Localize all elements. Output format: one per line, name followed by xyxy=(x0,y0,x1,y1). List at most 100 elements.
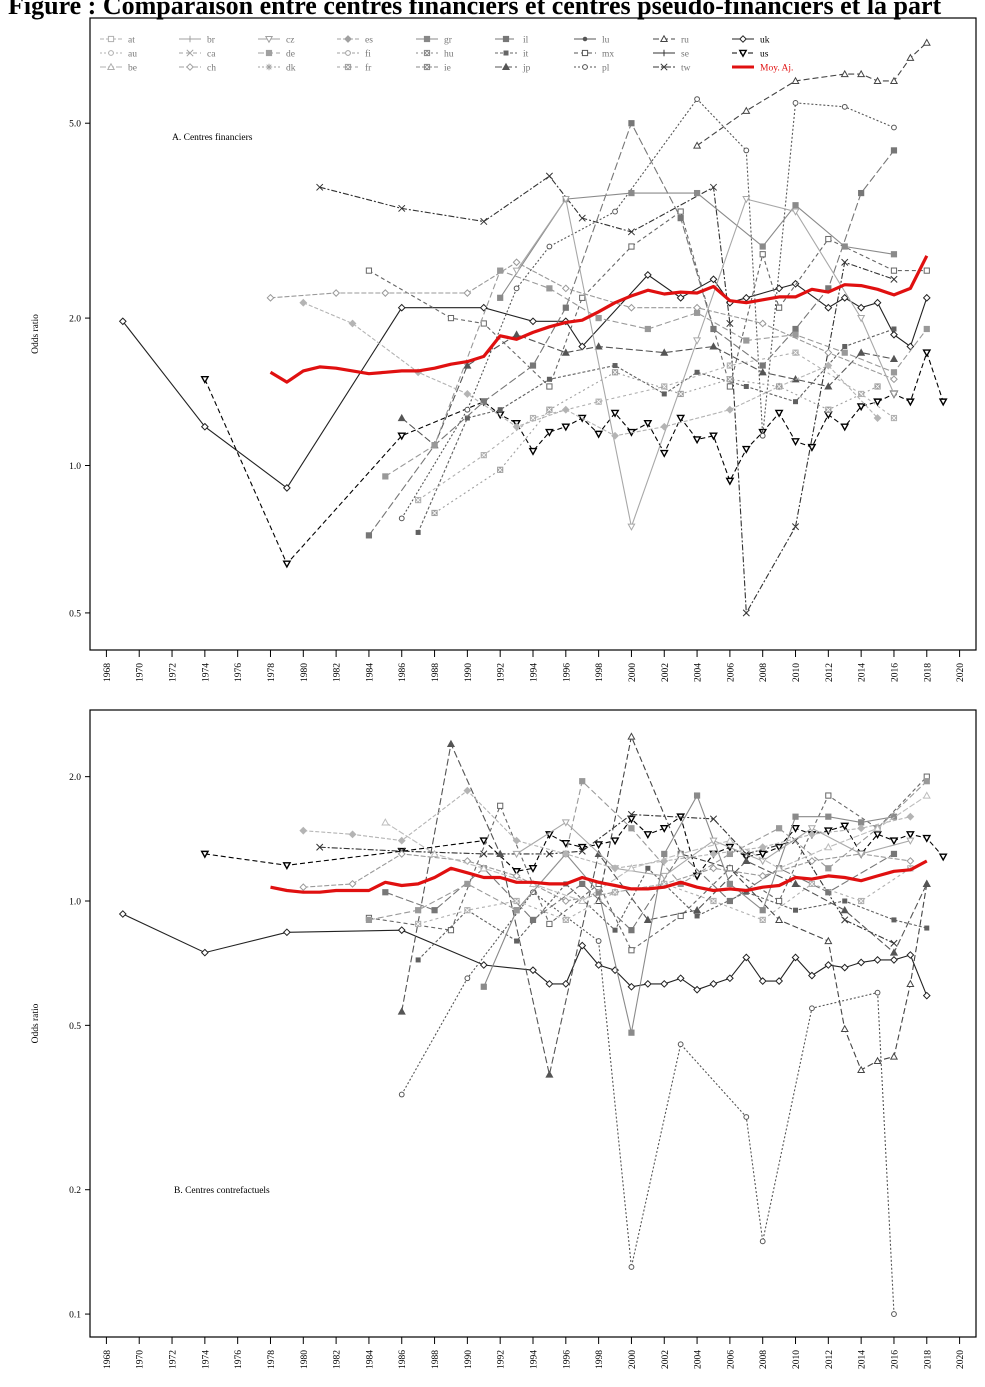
panel-label: A. Centres financiers xyxy=(172,132,253,143)
data-point-ru xyxy=(906,979,915,987)
legend-marker-hu xyxy=(423,49,431,57)
data-point-gr xyxy=(825,813,832,820)
data-point-jp xyxy=(397,1007,406,1015)
data-point-fr xyxy=(808,880,816,888)
data-point-fr xyxy=(464,907,471,914)
data-point-de xyxy=(923,778,930,785)
legend-label-us: us xyxy=(760,50,769,60)
data-point-il xyxy=(710,325,717,333)
data-point-ru xyxy=(742,106,751,114)
x-tick-label: 1976 xyxy=(234,663,244,682)
x-tick-label: 1996 xyxy=(562,1350,572,1369)
data-point-tw xyxy=(316,183,324,191)
legend-item-au: au xyxy=(100,50,137,60)
data-point-it xyxy=(924,925,930,931)
data-point-ch xyxy=(627,303,636,312)
x-tick-label: 1974 xyxy=(201,1350,211,1369)
series-tw xyxy=(316,172,898,617)
data-point-us xyxy=(512,868,521,876)
legend-item-ru: ru xyxy=(653,34,689,46)
data-point-ch xyxy=(463,289,472,297)
data-point-ch xyxy=(463,857,472,865)
data-point-us xyxy=(791,438,800,447)
series-es xyxy=(299,786,915,873)
data-point-uk xyxy=(824,303,833,312)
series-it xyxy=(415,326,897,535)
legend-marker-gr xyxy=(423,35,431,43)
data-point-uk xyxy=(742,953,751,962)
series-ru xyxy=(693,38,931,149)
data-point-de xyxy=(776,825,783,832)
legend-label-it: it xyxy=(523,50,529,60)
data-point-us xyxy=(725,477,735,486)
legend-item-fr: fr xyxy=(337,63,372,74)
series-line-pl xyxy=(401,98,895,519)
series-uk xyxy=(118,910,931,1000)
data-point-cz xyxy=(693,337,702,345)
data-point-fr xyxy=(890,414,898,422)
x-tick-label: 2000 xyxy=(628,663,638,682)
data-point-il xyxy=(529,362,537,369)
legend-marker-se xyxy=(660,49,668,57)
data-point-uk xyxy=(660,979,669,988)
legend-item-ie: ie xyxy=(416,64,451,74)
data-point-es xyxy=(725,405,734,414)
data-point-it xyxy=(694,369,700,375)
x-tick-label: 2012 xyxy=(825,1350,835,1369)
data-point-it xyxy=(546,376,552,382)
data-point-uk xyxy=(479,303,488,312)
data-point-pl xyxy=(464,406,471,413)
series-ch xyxy=(266,258,898,384)
data-point-us xyxy=(397,432,407,441)
data-point-uk xyxy=(118,317,127,326)
data-point-fr xyxy=(562,916,569,924)
data-point-tw xyxy=(627,810,635,819)
data-point-es xyxy=(512,422,521,431)
data-point-cz xyxy=(512,267,521,275)
data-point-it xyxy=(661,391,667,397)
data-point-us xyxy=(610,837,620,846)
data-point-jp xyxy=(840,905,849,914)
series-line-ru xyxy=(696,42,928,147)
legend-label-de: de xyxy=(286,50,295,60)
legend-marker-at xyxy=(107,35,115,43)
data-point-jp xyxy=(742,856,751,865)
legend-item-se: se xyxy=(653,50,689,60)
series-jp xyxy=(397,330,899,449)
legend-marker-ie xyxy=(423,63,431,71)
data-point-il xyxy=(792,325,799,333)
data-point-it xyxy=(891,917,897,923)
data-point-pl xyxy=(874,989,881,996)
series-line-pl xyxy=(401,891,895,1315)
data-point-mx xyxy=(447,927,455,934)
legend-marker-fr xyxy=(344,63,352,71)
data-point-mx xyxy=(776,304,783,311)
data-point-us xyxy=(856,403,866,412)
data-point-de xyxy=(579,778,586,785)
data-point-pl xyxy=(464,975,471,982)
legend-label-moy-aj: Moy. Aj. xyxy=(760,64,793,74)
legend-item-tw: tw xyxy=(653,63,691,74)
legend-marker-mx xyxy=(581,49,589,57)
legend-item-it: it xyxy=(495,50,529,60)
data-point-ch xyxy=(561,284,570,293)
series-es xyxy=(299,298,882,440)
data-point-it xyxy=(793,399,799,405)
plot-frame xyxy=(89,709,977,1338)
data-point-pl xyxy=(612,208,618,215)
data-point-us xyxy=(840,822,850,831)
data-point-pl xyxy=(891,124,897,131)
data-point-uk xyxy=(824,961,833,969)
series-line-ru xyxy=(598,734,928,1071)
data-point-cz xyxy=(561,196,570,204)
data-point-gr xyxy=(693,189,701,197)
data-point-jp xyxy=(791,879,800,887)
x-tick-label: 2006 xyxy=(726,1350,736,1369)
data-point-it xyxy=(891,326,897,332)
x-tick-label: 1984 xyxy=(365,663,375,682)
data-point-de xyxy=(464,880,471,888)
series-pl xyxy=(398,96,897,522)
data-point-pl xyxy=(677,1041,684,1048)
data-point-hu xyxy=(874,383,881,390)
data-point-il xyxy=(529,916,537,924)
